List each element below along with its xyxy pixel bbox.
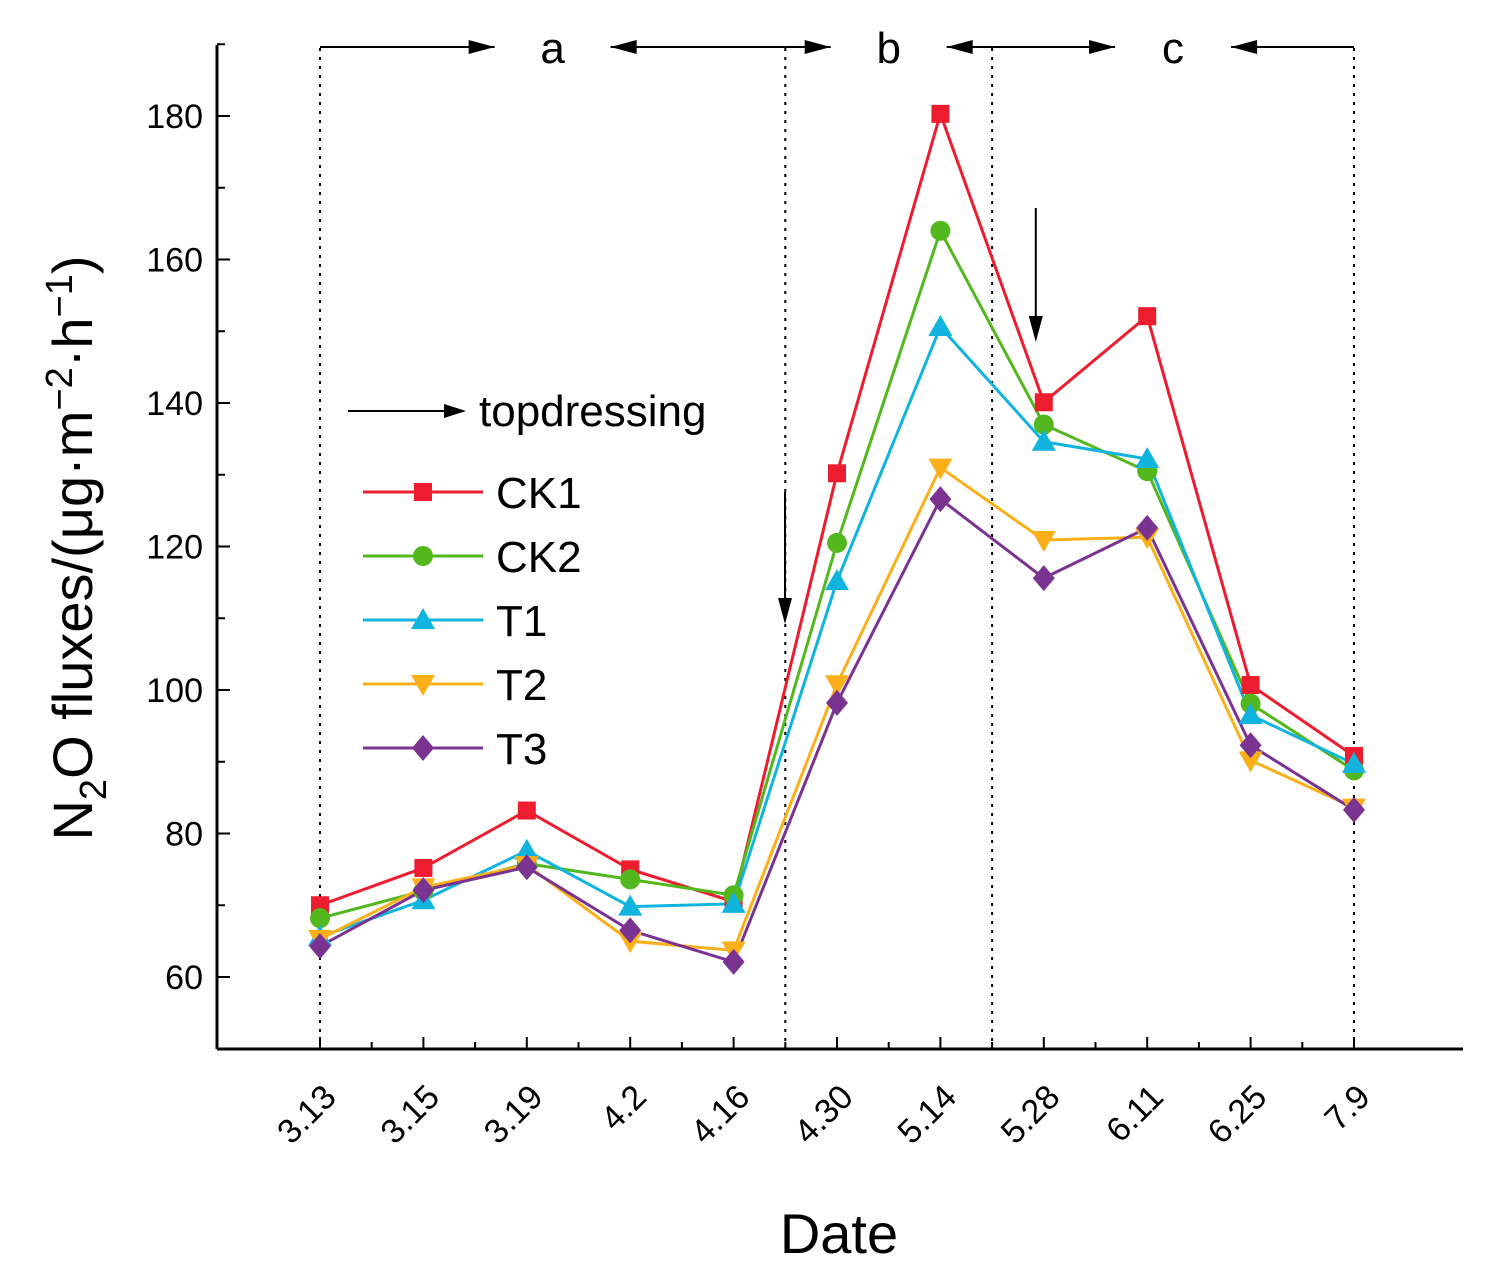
topdressing-arrows [778, 208, 1043, 624]
phase-arrows: a b c [320, 24, 1354, 73]
phase-label-a: a [540, 24, 565, 73]
x-axis-title: Date [780, 1202, 898, 1265]
data-point-ck2 [827, 532, 847, 553]
y-title-sub: 2 [73, 779, 115, 800]
data-point-t3 [722, 948, 745, 975]
topdressing-legend-arrowhead [444, 404, 466, 418]
legend-label-t3: T3 [496, 725, 547, 774]
data-point-t3 [412, 877, 435, 904]
data-point-t1 [1238, 703, 1263, 725]
data-point-t3 [1239, 732, 1262, 759]
data-point-t2 [825, 675, 849, 697]
y-axis-title: N2O fluxes/(μg·m−2·h−1) [39, 255, 115, 840]
legend-label-ck2: CK2 [496, 533, 582, 582]
topdressing-arrowhead [1028, 316, 1043, 342]
data-point-t3 [1136, 514, 1159, 541]
y-title-mid: ·h [41, 317, 104, 367]
y-tick-label: 60 [165, 959, 203, 997]
phase-arrow-right-head [610, 40, 637, 54]
x-ticks: 3.13 3.15 3.19 4.2 4.16 4.30 5.14 5.28 6.11 6.25 7… [270, 1037, 1378, 1151]
y-title-sup1: −2 [39, 367, 81, 410]
y-title-end: ) [41, 255, 104, 274]
data-point-t2 [1031, 531, 1056, 553]
data-point-ck1 [828, 464, 846, 483]
data-point-t3 [309, 933, 331, 960]
data-point-t3 [929, 486, 952, 513]
phase-arrow-right-head [946, 40, 973, 54]
legend-label-t2: T2 [496, 661, 547, 710]
x-tick-label: 6.25 [1201, 1078, 1275, 1152]
legend-marker-t1 [411, 608, 435, 629]
data-point-ck2 [1033, 414, 1054, 435]
y-tick-label: 160 [146, 242, 203, 280]
legend-items: CK1 CK2 T1 T2 T3 [363, 469, 582, 774]
series-layer [308, 104, 1366, 975]
data-point-t2 [928, 458, 953, 480]
legend-label-ck1: CK1 [496, 469, 582, 518]
y-tick-label: 180 [146, 98, 203, 136]
topdressing-legend-label: topdressing [479, 387, 706, 436]
data-point-t2 [1238, 751, 1263, 773]
y-title-sup2: −1 [39, 274, 81, 317]
series-line-ck1 [319, 108, 1355, 907]
data-point-ck1 [517, 801, 536, 820]
data-point-ck2 [310, 908, 330, 929]
data-point-t1 [1031, 429, 1056, 451]
x-tick-label: 4.30 [787, 1078, 861, 1152]
series-line-t3 [319, 496, 1355, 964]
data-point-t3 [1032, 565, 1055, 592]
data-point-t1 [1342, 751, 1366, 773]
x-tick-label: 6.11 [1099, 1078, 1171, 1150]
y-ticks: 60 80 100 120 140 160 180 [146, 43, 230, 1050]
phase-arrow-left-head [468, 40, 495, 54]
y-tick-label: 100 [146, 672, 203, 710]
data-point-ck1 [1138, 307, 1157, 326]
legend-marker-t3 [412, 735, 434, 761]
legend: topdressing CK1 CK2 T1 T2 T3 [348, 387, 706, 774]
data-point-t1 [1135, 446, 1160, 468]
y-title-main: N [41, 800, 104, 840]
y-tick-label: 140 [146, 385, 203, 423]
plot-area: a b c 60 80 100 120 140 160 180 3.13 3.15 3.19 4.2 4… [146, 24, 1463, 1151]
data-point-ck1 [1241, 675, 1260, 694]
x-tick-label: 3.19 [477, 1078, 551, 1152]
x-tick-label: 4.16 [684, 1078, 758, 1152]
legend-marker-ck1 [414, 483, 432, 501]
data-point-ck1 [1034, 393, 1053, 412]
data-point-t1 [928, 314, 953, 336]
phase-arrow-right-head [1231, 40, 1258, 54]
data-point-ck1 [414, 858, 433, 877]
y-tick-label: 120 [146, 529, 203, 567]
data-point-t1 [721, 891, 746, 913]
data-point-t3 [515, 854, 538, 881]
phase-arrow-left-head [1089, 40, 1116, 54]
data-point-ck2 [620, 869, 641, 890]
data-point-t1 [825, 568, 849, 590]
data-point-ck2 [930, 220, 951, 241]
phase-arrow-left-head [804, 40, 831, 54]
topdressing-arrowhead [778, 598, 792, 624]
y-tick-label: 80 [165, 816, 203, 854]
data-point-t3 [619, 917, 642, 944]
phase-label-c: c [1162, 24, 1184, 73]
x-tick-label: 3.15 [373, 1078, 447, 1152]
legend-label-t1: T1 [496, 597, 547, 646]
series-line-t1 [319, 324, 1355, 939]
x-tick-label: 5.14 [890, 1078, 964, 1152]
data-point-ck1 [931, 104, 950, 123]
data-point-t3 [826, 689, 848, 716]
x-tick-label: 3.13 [270, 1078, 344, 1152]
data-point-t3 [1343, 796, 1365, 823]
data-point-t1 [514, 838, 539, 860]
data-point-t1 [618, 894, 643, 916]
phase-label-b: b [876, 24, 900, 73]
x-tick-label: 5.28 [994, 1078, 1068, 1152]
legend-marker-ck2 [413, 546, 433, 566]
legend-marker-t2 [411, 675, 435, 696]
x-tick-label: 4.2 [594, 1078, 654, 1138]
y-title-rest: O fluxes/(μg·m [41, 411, 104, 779]
x-tick-label: 7.9 [1317, 1078, 1377, 1138]
